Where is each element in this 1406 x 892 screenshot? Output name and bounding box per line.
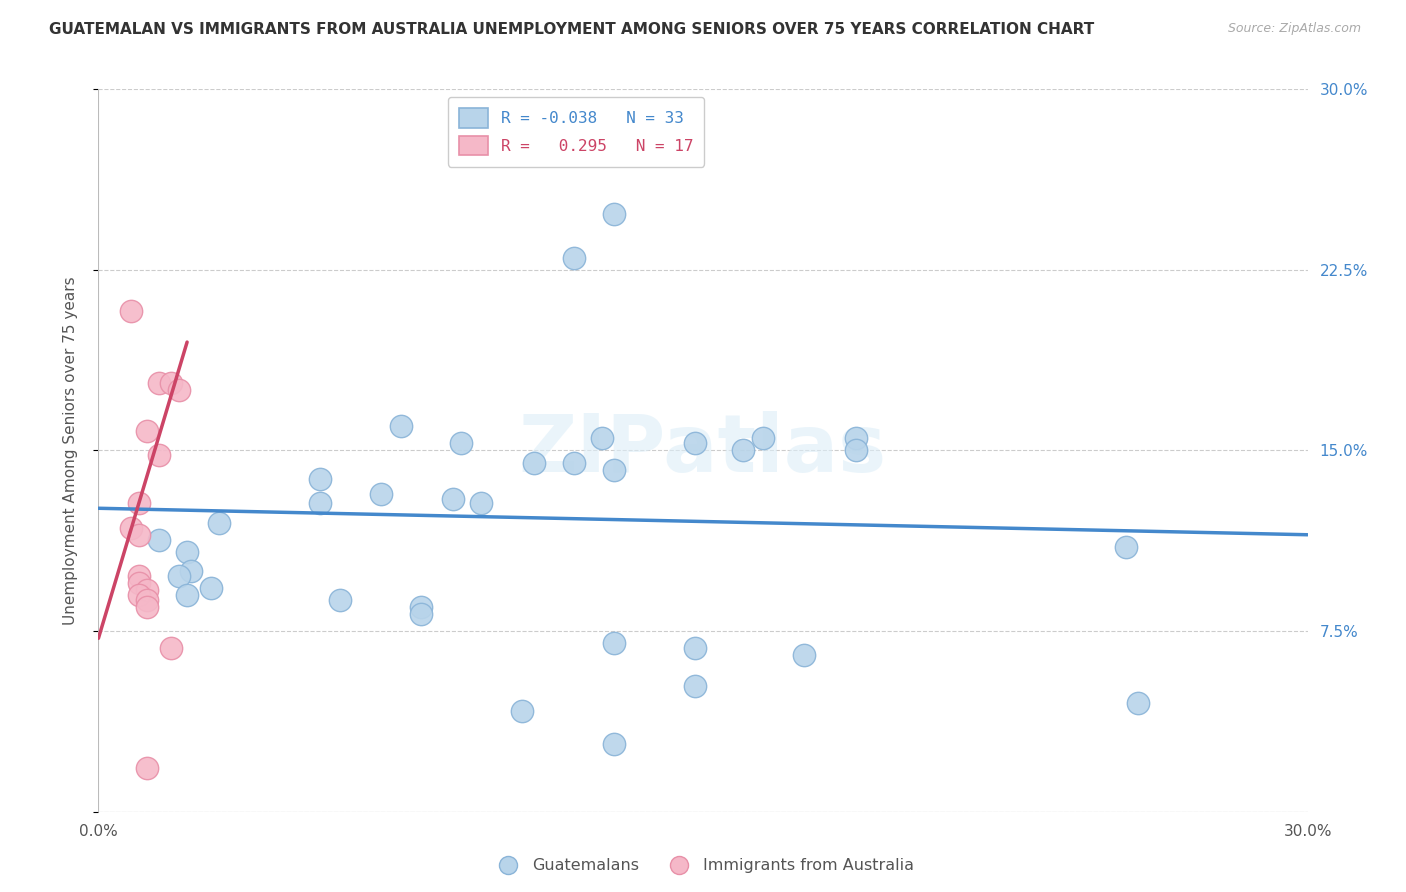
Point xyxy=(441,491,464,506)
Point xyxy=(135,592,157,607)
Y-axis label: Unemployment Among Seniors over 75 years: Unemployment Among Seniors over 75 years xyxy=(63,277,77,624)
Point xyxy=(128,588,150,602)
Point xyxy=(120,303,142,318)
Point xyxy=(1115,540,1137,554)
Point xyxy=(845,431,868,445)
Point xyxy=(370,487,392,501)
Point xyxy=(510,704,533,718)
Point xyxy=(409,599,432,614)
Point xyxy=(329,592,352,607)
Point xyxy=(502,120,524,135)
Point xyxy=(208,516,231,530)
Point xyxy=(200,581,222,595)
Point xyxy=(309,496,332,510)
Point xyxy=(160,376,183,390)
Point xyxy=(603,737,626,751)
Text: ZIPatlas: ZIPatlas xyxy=(519,411,887,490)
Point xyxy=(752,431,775,445)
Legend: Guatemalans, Immigrants from Australia: Guatemalans, Immigrants from Australia xyxy=(485,852,921,880)
Point xyxy=(148,376,170,390)
Legend: R = -0.038   N = 33, R =   0.295   N = 17: R = -0.038 N = 33, R = 0.295 N = 17 xyxy=(449,97,704,167)
Point xyxy=(389,419,412,434)
Point xyxy=(128,527,150,541)
Point xyxy=(603,463,626,477)
Point xyxy=(1128,696,1150,710)
Point xyxy=(733,443,755,458)
Point xyxy=(470,496,492,510)
Point xyxy=(176,588,198,602)
Point xyxy=(148,448,170,462)
Point xyxy=(135,599,157,614)
Text: GUATEMALAN VS IMMIGRANTS FROM AUSTRALIA UNEMPLOYMENT AMONG SENIORS OVER 75 YEARS: GUATEMALAN VS IMMIGRANTS FROM AUSTRALIA … xyxy=(49,22,1094,37)
Point xyxy=(683,640,706,655)
Point xyxy=(523,455,546,469)
Point xyxy=(135,761,157,775)
Point xyxy=(135,424,157,438)
Text: Source: ZipAtlas.com: Source: ZipAtlas.com xyxy=(1227,22,1361,36)
Point xyxy=(603,636,626,650)
Point xyxy=(167,568,190,582)
Point xyxy=(148,533,170,547)
Point xyxy=(120,520,142,534)
Point xyxy=(128,496,150,510)
Point xyxy=(135,583,157,598)
Point xyxy=(450,436,472,450)
Point xyxy=(562,455,585,469)
Point xyxy=(180,564,202,578)
Point xyxy=(176,544,198,558)
Point xyxy=(562,251,585,265)
Point xyxy=(167,384,190,398)
Point xyxy=(603,207,626,221)
Point xyxy=(683,680,706,694)
Point xyxy=(160,640,183,655)
Point xyxy=(128,576,150,591)
Point xyxy=(128,568,150,582)
Point xyxy=(591,431,613,445)
Point xyxy=(793,648,815,662)
Point xyxy=(309,472,332,486)
Point xyxy=(845,443,868,458)
Point xyxy=(683,436,706,450)
Point xyxy=(409,607,432,622)
